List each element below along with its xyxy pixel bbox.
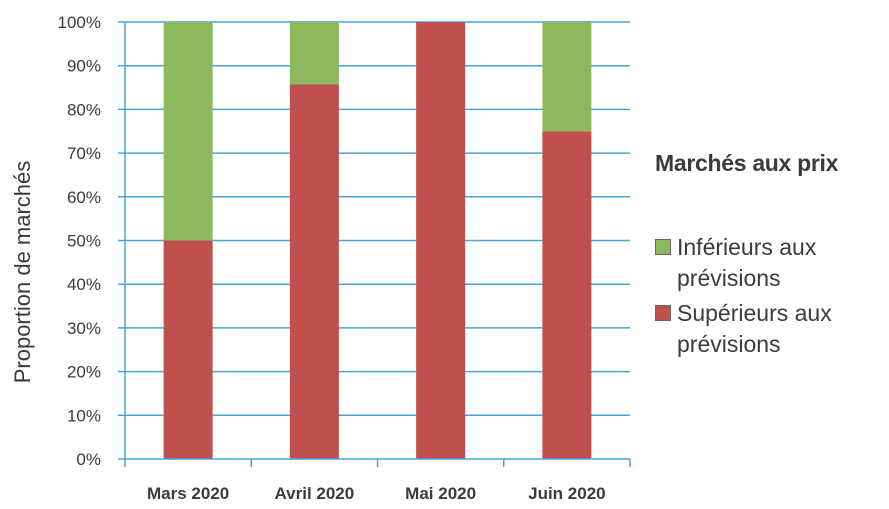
legend-label-superieurs: Supérieurs aux prévisions <box>677 300 832 357</box>
y-tick-label: 20% <box>67 363 101 382</box>
legend-title: Marchés aux prix <box>655 150 839 176</box>
y-tick-label: 30% <box>67 319 101 338</box>
y-tick-label: 90% <box>67 57 101 76</box>
y-tick-label: 100% <box>58 13 101 32</box>
x-tick-label: Juin 2020 <box>528 484 606 503</box>
legend-item-inferieurs: Inférieurs aux prévisions <box>655 232 885 294</box>
legend-label-inferieurs: Inférieurs aux prévisions <box>677 234 817 291</box>
y-tick-label: 80% <box>67 100 101 119</box>
bar-segment-superieurs <box>163 240 213 459</box>
y-tick-label: 60% <box>67 188 101 207</box>
bar-segment-superieurs <box>542 131 592 459</box>
legend-item-superieurs: Supérieurs aux prévisions <box>655 298 885 360</box>
legend-swatch-green <box>655 239 671 255</box>
bar-segment-inferieurs <box>289 22 339 85</box>
y-axis-label: Proportion de marchés <box>10 161 35 384</box>
x-tick-labels: Mars 2020 Avril 2020 Mai 2020 Juin 2020 <box>147 484 606 503</box>
bar-segment-inferieurs <box>542 22 592 132</box>
y-tick-label: 70% <box>67 144 101 163</box>
axes <box>118 21 631 467</box>
y-tick-label: 10% <box>67 406 101 425</box>
x-tick-label: Mars 2020 <box>147 484 229 503</box>
bar-segment-superieurs <box>416 22 466 459</box>
x-tick-label: Mai 2020 <box>405 484 476 503</box>
y-tick-label: 40% <box>67 275 101 294</box>
y-tick-label: 0% <box>76 450 101 469</box>
legend: Marchés aux prix Inférieurs aux prévisio… <box>655 150 885 364</box>
y-tick-label: 50% <box>67 232 101 251</box>
bars <box>163 22 592 459</box>
x-tick-label: Avril 2020 <box>275 484 355 503</box>
bar-segment-inferieurs <box>163 22 213 241</box>
bar-segment-superieurs <box>289 84 339 459</box>
y-tick-labels: 0% 10% 20% 30% 40% 50% 60% 70% 80% 90% 100% <box>58 13 101 469</box>
legend-swatch-red <box>655 305 671 321</box>
